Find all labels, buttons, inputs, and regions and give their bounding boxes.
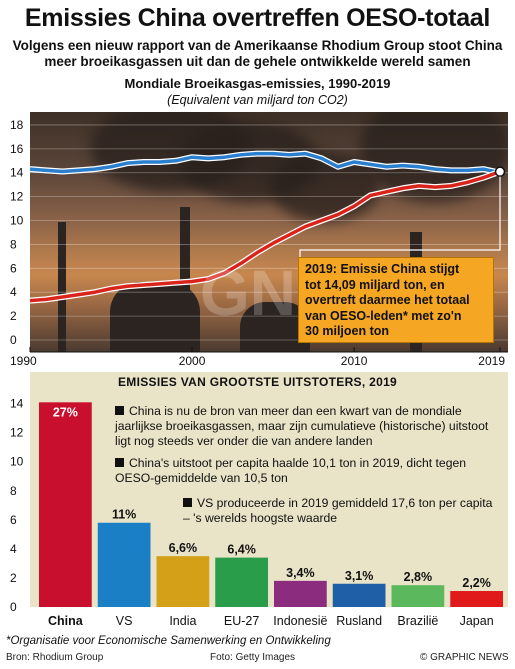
bar-data-label: 6,6% <box>169 541 198 555</box>
bar-data-label: 3,1% <box>345 569 374 583</box>
bar-data-label: 11% <box>112 508 136 522</box>
bar-category-label: Japan <box>460 614 494 628</box>
bar-category-label: Indonesië <box>273 614 327 628</box>
bar-data-label: 6,4% <box>227 543 256 557</box>
callout-leader-line <box>299 176 501 257</box>
note-2: China's uitstoot per capita haalde 10,1 … <box>115 456 475 486</box>
chimney <box>58 222 66 352</box>
bar <box>215 557 268 607</box>
source: Bron: Rhodium Group <box>6 652 104 663</box>
y-tick-label: 10 <box>10 214 24 228</box>
note-1-text: China is nu de bron van meer dan een kwa… <box>115 404 489 448</box>
y-tick-label: 2 <box>10 309 17 323</box>
y-tick-label: 8 <box>10 237 17 251</box>
y-tick-label: 6 <box>10 261 17 275</box>
bar-data-label: 3,4% <box>286 566 315 580</box>
bar-category-label: Brazilië <box>397 614 438 628</box>
line-chart-title: Mondiale Broeikasgas-emissies, 1990-2019 <box>124 76 391 91</box>
y-tick-label: 16 <box>10 142 24 156</box>
bar-data-label: 27% <box>53 405 78 419</box>
page-title: Emissies China overtreffen OESO-totaal <box>24 4 491 32</box>
callout-line-2: tot 14,09 miljard ton, en <box>305 277 445 292</box>
china-2019-marker <box>494 166 506 177</box>
x-tick-label: 2010 <box>341 354 368 368</box>
callout-line-5: 30 miljoen ton <box>305 324 390 338</box>
bar-y-tick-label: 6 <box>10 513 17 527</box>
bar <box>391 585 445 607</box>
subtitle-line-2: meer broeikasgassen uit dan de gehele on… <box>44 54 471 69</box>
callout-box: 2019: Emissie China stijgt tot 14,09 mil… <box>298 257 494 343</box>
bar <box>156 556 210 607</box>
bar <box>39 402 92 607</box>
x-tick-label: 1990 <box>10 354 37 368</box>
page-subtitle: Volgens een nieuw rapport van de Amerika… <box>10 38 505 70</box>
bullet-square-icon <box>183 498 192 507</box>
bar-category-label: EU-27 <box>224 614 259 628</box>
bar-category-label: Rusland <box>336 614 382 628</box>
copyright: © GRAPHIC NEWS <box>420 652 509 663</box>
bar-y-tick-label: 0 <box>10 600 17 614</box>
bullet-square-icon <box>115 406 124 415</box>
note-3: VS produceerde in 2019 gemiddeld 17,6 to… <box>183 496 498 526</box>
note-1: China is nu de bron van meer dan een kwa… <box>115 404 493 449</box>
subtitle-line-1: Volgens een nieuw rapport van de Amerika… <box>12 38 503 53</box>
bar-y-tick-label: 10 <box>10 455 24 469</box>
note-3-text: VS produceerde in 2019 gemiddeld 17,6 to… <box>183 496 493 525</box>
bar <box>450 591 503 607</box>
cooling-tower <box>110 282 200 352</box>
x-tick-label: 2000 <box>179 354 206 368</box>
y-tick-label: 18 <box>10 118 24 132</box>
watermark-logo: GN <box>200 257 296 329</box>
bar <box>97 522 151 607</box>
bar-y-tick-label: 4 <box>10 542 17 556</box>
bar-category-label: India <box>169 614 196 628</box>
china-series-line <box>29 170 501 303</box>
bar-y-tick-label: 14 <box>10 397 24 411</box>
bullet-square-icon <box>115 458 124 467</box>
callout-line-1: 2019: Emissie China stijgt <box>305 262 460 276</box>
bar-category-label: China <box>48 614 84 628</box>
x-tick-label: 2019 <box>478 354 505 368</box>
bar-y-tick-label: 12 <box>10 426 24 440</box>
callout-line-3: overtreft daarmee het totaal <box>305 293 470 307</box>
y-tick-label: 0 <box>10 333 17 347</box>
bar-y-tick-label: 8 <box>10 484 17 498</box>
footnote: *Organisatie voor Economische Samenwerki… <box>6 635 331 647</box>
bar <box>332 583 386 607</box>
bar-category-label: VS <box>116 614 133 628</box>
photo-credit: Foto: Getty Images <box>210 652 296 663</box>
note-2-text: China's uitstoot per capita haalde 10,1 … <box>115 456 467 485</box>
bar-data-label: 2,8% <box>404 570 433 584</box>
callout-line-4: van OESO-leden* met zo'n <box>305 308 462 323</box>
bar-y-tick-label: 2 <box>10 571 17 585</box>
line-chart-subtitle: (Equivalent van miljard ton CO2) <box>167 93 348 107</box>
oeso-series-line <box>29 151 501 175</box>
y-tick-label: 4 <box>10 285 17 299</box>
bar-data-label: 2,2% <box>462 576 491 590</box>
bar-chart-title: Emissies van grootste uitstoters, 2019 <box>118 375 398 389</box>
bar <box>274 580 327 607</box>
y-tick-label: 14 <box>10 166 24 180</box>
y-tick-label: 12 <box>10 190 24 204</box>
